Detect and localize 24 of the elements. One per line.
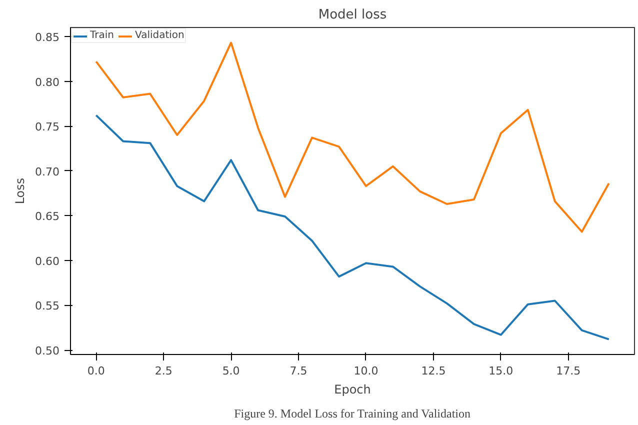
- x-tick-label: 2.5: [154, 364, 172, 378]
- x-tick-label: 12.5: [421, 364, 446, 378]
- x-tick-label: 10.0: [354, 364, 378, 378]
- legend-label: Validation: [135, 30, 184, 41]
- line-series: [95, 114, 610, 340]
- x-tick-label: 17.5: [556, 364, 581, 378]
- x-tick-label: 15.0: [488, 364, 514, 378]
- x-axis-title: Epoch: [334, 382, 371, 396]
- y-tick-label: 0.80: [35, 76, 60, 89]
- y-tick-label: 0.85: [35, 30, 60, 44]
- chart-title: Model loss: [318, 8, 387, 22]
- legend-label: Train: [90, 30, 114, 41]
- y-tick-label: 0.50: [35, 344, 60, 358]
- y-tick-label: 0.55: [35, 300, 60, 313]
- y-axis-title: Loss: [13, 178, 28, 204]
- y-tick-label: 0.65: [35, 210, 60, 224]
- caption: Figure 9. Model Loss for Training and Validation: [234, 406, 470, 420]
- x-tick-label: 7.5: [290, 364, 308, 378]
- x-tick-label: 0.0: [87, 364, 105, 378]
- line-series: [95, 42, 610, 233]
- x-tick-label: 5.0: [222, 364, 240, 378]
- y-tick-label: 0.75: [35, 120, 60, 134]
- y-tick-label: 0.70: [35, 165, 60, 178]
- y-tick-label: 0.60: [35, 254, 60, 268]
